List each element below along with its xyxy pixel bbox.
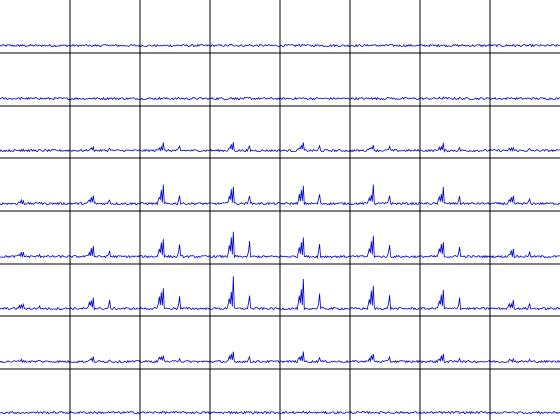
panel-series-r7-c1 (70, 412, 140, 414)
panel-series-r2-c3 (210, 142, 280, 152)
panel-series-r2-c4 (280, 142, 350, 151)
panel-series-r6-c4 (280, 352, 350, 363)
panel-series-r1-c2 (140, 97, 210, 99)
panel-series-r4-c4 (280, 237, 350, 257)
panel-series-r3-c1 (70, 196, 140, 205)
panel-series-r5-c0 (0, 304, 70, 309)
panel-series-r5-c5 (350, 286, 420, 310)
panel-series-r7-c2 (140, 411, 210, 413)
panel-series-r1-c4 (280, 98, 350, 100)
panel-series-r4-c3 (210, 232, 280, 258)
panel-series-r1-c3 (210, 97, 280, 99)
panel-series-r1-c5 (350, 98, 420, 100)
panel-series-r2-c1 (70, 147, 140, 152)
panel-series-r4-c6 (420, 242, 490, 258)
panel-series-r2-c7 (490, 148, 560, 152)
panel-series-r3-c7 (490, 196, 560, 205)
panel-series-r7-c6 (420, 411, 490, 413)
panel-series-r1-c1 (70, 98, 140, 100)
panel-series-r3-c3 (210, 187, 280, 205)
panel-series-r6-c6 (420, 354, 490, 363)
panel-series-r4-c1 (70, 246, 140, 258)
panel-series-r1-c7 (490, 98, 560, 100)
panel-series-r5-c4 (280, 279, 350, 310)
panel-series-r0-c7 (490, 44, 560, 46)
panel-series-r5-c2 (140, 288, 210, 310)
panel-series-r2-c6 (420, 143, 490, 152)
panel-series-r7-c5 (350, 412, 420, 414)
panel-series-r5-c6 (420, 290, 490, 310)
panel-series-r3-c2 (140, 185, 210, 205)
panel-series-r4-c5 (350, 236, 420, 258)
panel-series-r0-c0 (0, 45, 70, 47)
panel-series-r5-c7 (490, 300, 560, 310)
panel-series-r1-c6 (420, 97, 490, 100)
panel-series-r6-c5 (350, 354, 420, 363)
panel-series-r0-c4 (280, 44, 350, 46)
panel-series-r7-c7 (490, 412, 560, 414)
panel-series-r0-c2 (140, 45, 210, 47)
panel-series-r1-c0 (0, 97, 70, 99)
panel-series-r7-c4 (280, 411, 350, 414)
panel-series-r6-c2 (140, 356, 210, 363)
panel-series-r2-c2 (140, 143, 210, 152)
panel-series-r0-c3 (210, 44, 280, 46)
panel-series-r4-c2 (140, 239, 210, 258)
panel-series-r3-c6 (420, 187, 490, 205)
panel-series-r3-c4 (280, 186, 350, 205)
panel-series-r3-c0 (0, 200, 70, 205)
panel-series-r6-c0 (0, 359, 70, 362)
panel-series-r6-c1 (70, 356, 140, 362)
panel-series-r0-c1 (70, 45, 140, 47)
panel-series-r7-c3 (210, 412, 280, 414)
panel-series-r0-c5 (350, 45, 420, 47)
panel-series-r4-c7 (490, 249, 560, 258)
panel-series-r6-c3 (210, 352, 280, 363)
panel-series-r4-c0 (0, 252, 70, 258)
panel-series-r2-c5 (350, 145, 420, 152)
panel-series-r3-c5 (350, 185, 420, 205)
panel-series-r6-c7 (490, 359, 560, 363)
panel-series-r7-c0 (0, 412, 70, 414)
panel-series-r5-c3 (210, 276, 280, 309)
panel-series-r5-c1 (70, 298, 140, 310)
panel-series-r0-c6 (420, 45, 490, 47)
panel-series-r2-c0 (0, 149, 70, 151)
